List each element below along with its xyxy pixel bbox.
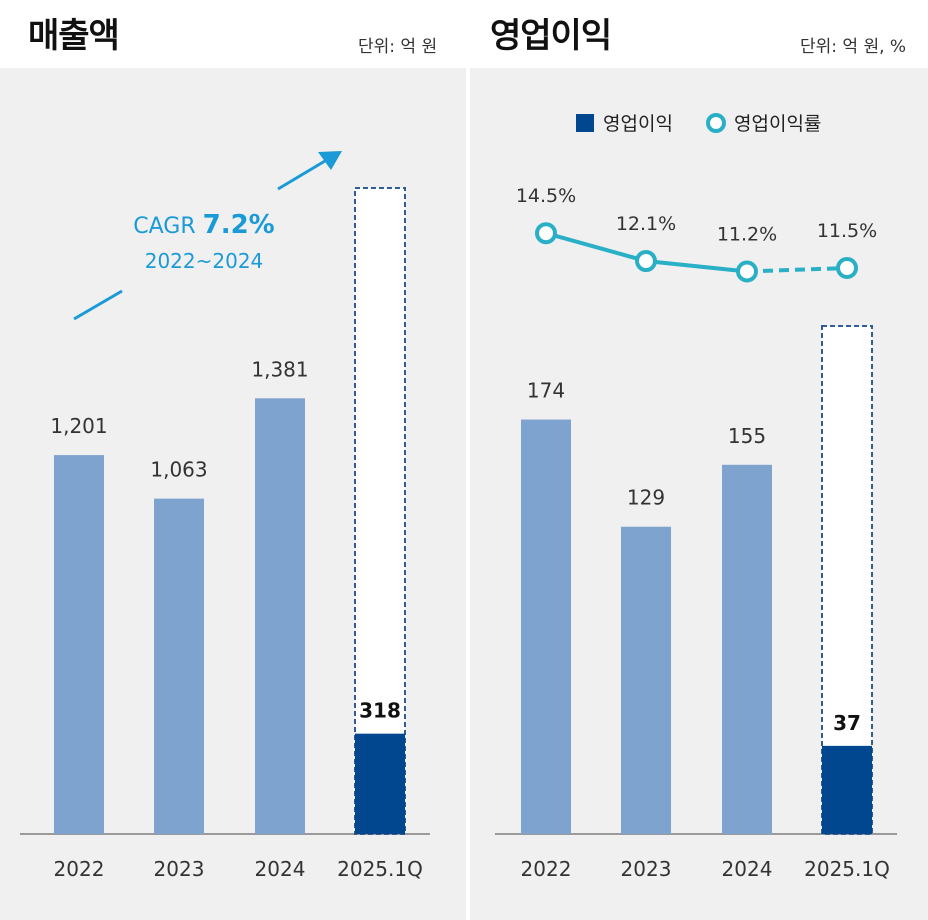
margin-value-label: 14.5% (516, 185, 576, 207)
legend-profit-label: 영업이익 (603, 113, 673, 135)
cagr-arrow-shaft (277, 156, 331, 191)
legend-margin-label: 영업이익률 (734, 113, 821, 135)
margin-value-label: 11.5% (817, 220, 877, 242)
margin-line-projected (746, 266, 848, 274)
profit-x-tick-label: 2024 (722, 857, 773, 881)
margin-point (535, 222, 557, 245)
cagr-label-text: CAGR (133, 214, 202, 239)
profit-value-label: 129 (627, 486, 665, 510)
profit-bar (621, 526, 671, 834)
revenue-value-label: 1,063 (150, 458, 207, 482)
revenue-chart-title: 매출액 (28, 16, 120, 56)
legend-margin-swatch (706, 113, 726, 133)
profit-bar (521, 419, 571, 834)
profit-x-tick-label: 2022 (521, 857, 572, 881)
revenue-value-label: 318 (359, 699, 401, 723)
profit-bar (822, 745, 872, 834)
revenue-bar (54, 455, 104, 834)
revenue-x-tick-label: 2023 (154, 857, 205, 881)
revenue-bar (255, 398, 305, 834)
revenue-bar (355, 733, 405, 834)
revenue-projection-box (354, 187, 406, 835)
profit-chart-title: 영업이익 (490, 16, 612, 56)
profit-x-tick-label: 2023 (621, 857, 672, 881)
cagr-arrow-tail (73, 289, 123, 321)
revenue-x-tick-label: 2024 (255, 857, 306, 881)
profit-value-label: 155 (728, 424, 766, 448)
legend-profit-swatch (576, 114, 594, 132)
profit-unit-label: 단위: 억 원, % (800, 37, 907, 57)
profit-x-tick-label: 2025.1Q (804, 857, 890, 881)
revenue-x-tick-label: 2025.1Q (337, 857, 423, 881)
cagr-arrowhead (318, 151, 342, 170)
revenue-x-tick-label: 2022 (54, 857, 105, 881)
revenue-value-label: 1,201 (50, 414, 107, 438)
profit-value-label: 174 (527, 379, 565, 403)
margin-value-label: 11.2% (717, 223, 777, 245)
cagr-value: 7.2% (203, 210, 275, 240)
profit-bar (722, 464, 772, 834)
profit-value-label: 37 (833, 711, 861, 735)
revenue-value-label: 1,381 (251, 357, 308, 381)
margin-point (736, 260, 758, 283)
cagr-period: 2022~2024 (145, 249, 264, 273)
revenue-unit-label: 단위: 억 원 (358, 37, 438, 57)
margin-point (836, 257, 858, 279)
margin-value-label: 12.1% (616, 213, 676, 235)
cagr-label: CAGR 7.2% (133, 210, 274, 240)
margin-point (635, 250, 657, 273)
revenue-bar (154, 498, 204, 834)
